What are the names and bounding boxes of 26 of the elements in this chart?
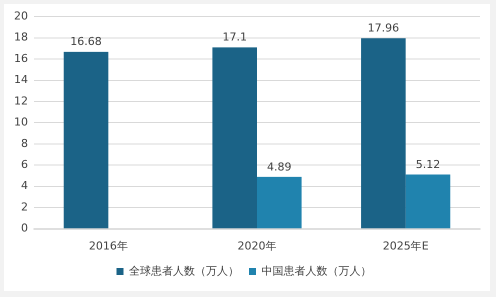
x-tick-label: 2020年 — [238, 239, 276, 252]
legend-label: 中国患者人数（万人） — [262, 264, 372, 278]
y-tick-label: 8 — [20, 136, 28, 150]
x-tick-label: 2025年E — [382, 239, 429, 252]
x-tick-label: 2016年 — [88, 239, 128, 252]
y-tick-label: 4 — [20, 179, 28, 192]
bar — [212, 47, 257, 228]
bar — [361, 38, 406, 228]
y-tick-label: 10 — [14, 116, 28, 129]
y-tick-label: 2 — [20, 200, 28, 214]
y-tick-label: 20 — [14, 9, 28, 22]
y-tick-label: 6 — [20, 158, 28, 171]
y-tick-label: 12 — [14, 94, 28, 108]
bar — [257, 176, 302, 228]
bar — [64, 52, 108, 228]
bar — [406, 174, 450, 228]
data-label: 16.68 — [70, 35, 102, 48]
data-label: 4.89 — [267, 160, 292, 174]
y-tick-label: 16 — [14, 52, 28, 65]
legend-label: 全球患者人数（万人） — [129, 264, 239, 278]
data-label: 17.1 — [222, 30, 247, 44]
data-label: 5.12 — [416, 158, 440, 171]
data-label: 17.96 — [368, 22, 400, 35]
y-tick-label: 14 — [14, 73, 28, 86]
y-tick-label: 18 — [14, 30, 28, 44]
y-tick-label: 0 — [20, 222, 28, 235]
